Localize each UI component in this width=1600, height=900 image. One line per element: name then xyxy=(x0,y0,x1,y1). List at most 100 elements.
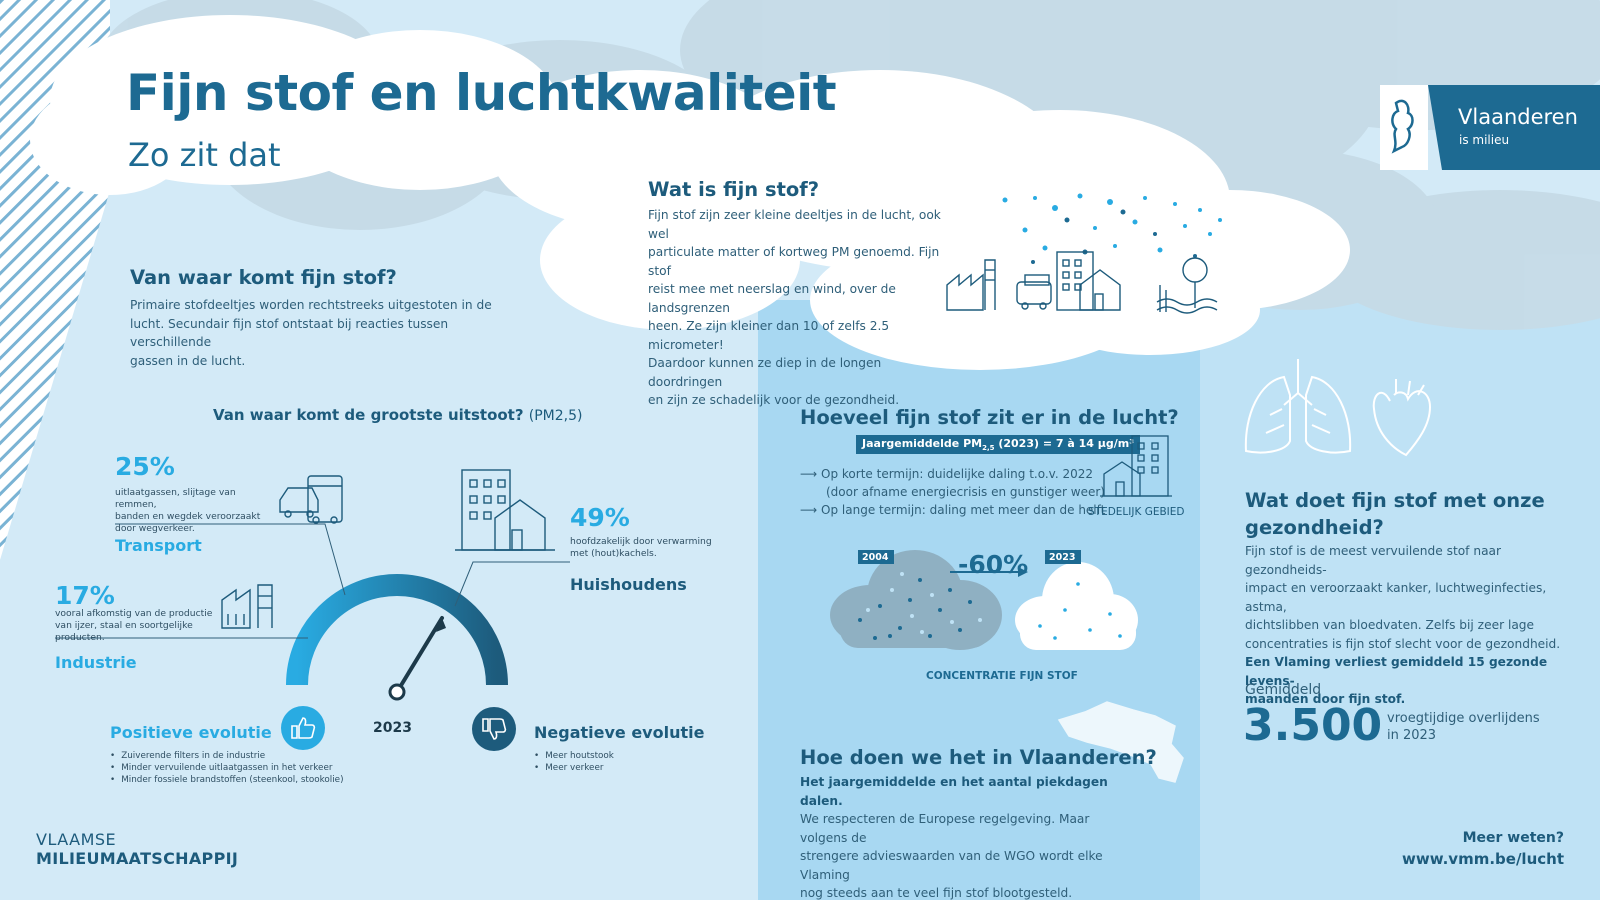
transport-label: Transport xyxy=(115,536,202,555)
badge-sub: 2,5 xyxy=(982,444,995,453)
health-heading: Wat doet fijn stof met onze gezondheid? xyxy=(1245,487,1545,541)
negative-item: Meer verkeer xyxy=(534,762,614,774)
what-is-heading: Wat is fijn stof? xyxy=(648,178,820,201)
positive-item: Minder fossiele brandstoffen (steenkool,… xyxy=(110,774,343,786)
origin-text: Primaire stofdeeltjes worden rechtstreek… xyxy=(130,296,510,370)
factory-icon xyxy=(221,584,273,629)
health-heading-line: Wat doet fijn stof met onze xyxy=(1245,489,1545,512)
org-name-line2: MILIEUMAATSCHAPPIJ xyxy=(36,849,239,868)
badge-post: (2023) = 7 à 14 µg/m³ xyxy=(994,437,1135,450)
average-label: Gemiddeld xyxy=(1245,682,1322,698)
health-line: Fijn stof is de meest vervuilende stof n… xyxy=(1245,544,1502,577)
deaths-line: vroegtijdige overlijdens xyxy=(1387,711,1540,726)
long-term-text: Op lange termijn: daling met meer dan de… xyxy=(821,503,1106,517)
premature-deaths-number: 3.500 xyxy=(1243,700,1383,751)
negative-title: Negatieve evolutie xyxy=(534,723,705,742)
health-bold-line: maanden door fijn stof. xyxy=(1245,692,1406,706)
what-is-text: Fijn stof zijn zeer kleine deeltjes in d… xyxy=(648,206,948,410)
origin-line: gassen in de lucht. xyxy=(130,353,246,368)
reduction-value: -60% xyxy=(958,550,1029,579)
household-label: Huishoudens xyxy=(570,575,687,594)
belgium-map-icon xyxy=(1057,701,1184,783)
positive-item: Minder vervuilende uitlaatgassen in het … xyxy=(110,762,344,774)
lungs-heart-icon xyxy=(1244,359,1432,457)
negative-item: Meer houtstook xyxy=(534,750,614,762)
flanders-heading: Hoe doen we het in Vlaanderen? xyxy=(800,746,1157,769)
short-term-text: Op korte termijn: duidelijke daling t.o.… xyxy=(821,467,1093,481)
industry-label: Industrie xyxy=(55,653,137,672)
what-is-line: Fijn stof zijn zeer kleine deeltjes in d… xyxy=(648,208,941,241)
flanders-text: Het jaargemiddelde en het aantal piekdag… xyxy=(800,773,1140,900)
health-bold-line: Een Vlaming verliest gemiddeld 15 gezond… xyxy=(1245,655,1548,688)
positive-item: Zuiverende filters in de industrie xyxy=(110,750,344,762)
industry-desc-line: vooral afkomstig van de productie xyxy=(55,608,213,619)
long-term-row: ⟶ Op lange termijn: daling met meer dan … xyxy=(800,501,1105,520)
origin-line: lucht. Secundair fijn stof ontstaat bij … xyxy=(130,316,449,350)
concentration-caption: CONCENTRATIE FIJN STOF xyxy=(926,670,1078,682)
flanders-line: strengere advieswaarden van de WGO wordt… xyxy=(800,849,1103,882)
more-info-label: Meer weten? xyxy=(1462,830,1564,846)
origin-line: Primaire stofdeeltjes worden rechtstreek… xyxy=(130,298,492,312)
origin-heading: Van waar komt fijn stof? xyxy=(130,266,397,289)
page-title: Fijn stof en luchtkwaliteit xyxy=(126,64,837,122)
more-info-link[interactable]: www.vmm.be/lucht xyxy=(1402,850,1564,868)
health-line: dichtslibben van bloedvaten. Zelfs bij z… xyxy=(1245,618,1535,632)
page-subtitle: Zo zit dat xyxy=(128,136,281,174)
transport-desc-line: door wegverkeer. xyxy=(115,523,195,534)
flanders-line: We respecteren de Europese regelgeving. … xyxy=(800,812,1090,845)
positive-list: Zuiverende filters in de industrie Minde… xyxy=(110,750,344,786)
thumbs-down-icon xyxy=(472,707,516,751)
badge-pre: Jaargemiddelde PM xyxy=(862,437,983,450)
emissions-heading-suffix: (PM2,5) xyxy=(528,408,583,424)
what-is-line: Daardoor kunnen ze diep in de longen doo… xyxy=(648,356,882,389)
thumbs-up-icon xyxy=(281,706,325,750)
industry-percent: 17% xyxy=(55,581,115,610)
deaths-line: in 2023 xyxy=(1387,728,1437,743)
year-from-label: 2004 xyxy=(862,552,889,563)
what-is-line: particulate matter of kortweg PM genoemd… xyxy=(648,245,940,278)
health-heading-line: gezondheid? xyxy=(1245,516,1384,539)
health-text: Fijn stof is de meest vervuilende stof n… xyxy=(1245,542,1575,709)
negative-list: Meer houtstook Meer verkeer xyxy=(534,750,614,774)
logo-name: Vlaanderen xyxy=(1458,105,1578,129)
arrow-right-icon: ⟶ xyxy=(800,503,818,517)
industry-desc-line: van ijzer, staal en soortgelijke xyxy=(55,620,193,631)
vlaanderen-lion-icon xyxy=(1380,85,1600,170)
gauge-year: 2023 xyxy=(373,720,412,736)
transport-desc-line: uitlaatgassen, slijtage van remmen, xyxy=(115,487,236,510)
transport-desc: uitlaatgassen, slijtage van remmen, band… xyxy=(115,487,275,535)
premature-deaths-text: vroegtijdige overlijdens in 2023 xyxy=(1387,710,1540,744)
emissions-heading-text: Van waar komt de grootste uitstoot? xyxy=(213,406,524,424)
org-name-line1: VLAAMSE xyxy=(36,830,117,849)
annual-average-badge: Jaargemiddelde PM2,5 (2023) = 7 à 14 µg/… xyxy=(856,435,1141,455)
household-desc-line: hoofdzakelijk door verwarming xyxy=(570,536,712,547)
arrow-right-icon: ⟶ xyxy=(800,467,818,481)
flanders-lead: Het jaargemiddelde en het aantal piekdag… xyxy=(800,775,1108,808)
household-icon xyxy=(455,469,555,551)
short-term-row: ⟶ Op korte termijn: duidelijke daling t.… xyxy=(800,465,1093,484)
year-to-label: 2023 xyxy=(1049,552,1076,563)
concentration-clouds xyxy=(830,550,1138,650)
urban-label: STEDELIJK GEBIED xyxy=(1088,506,1185,518)
household-percent: 49% xyxy=(570,503,630,532)
amount-heading: Hoeveel fijn stof zit er in de lucht? xyxy=(800,406,1179,429)
short-term-reason: (door afname energiecrisis en gunstiger … xyxy=(826,485,1105,499)
household-desc-line: met (hout)kachels. xyxy=(570,548,657,559)
transport-icon xyxy=(279,475,343,524)
health-line: impact en veroorzaakt kanker, luchtwegin… xyxy=(1245,581,1547,614)
vlaanderen-logo: Vlaanderen is milieu xyxy=(1380,85,1600,170)
industry-desc: vooral afkomstig van de productie van ij… xyxy=(55,608,215,644)
emissions-heading: Van waar komt de grootste uitstoot? (PM2… xyxy=(213,406,583,424)
emissions-gauge xyxy=(55,469,570,701)
what-is-line: heen. Ze zijn kleiner dan 10 of zelfs 2.… xyxy=(648,319,890,352)
urban-icon xyxy=(1100,435,1172,497)
positive-title: Positieve evolutie xyxy=(110,723,272,742)
what-is-line: reist mee met neerslag en wind, over de … xyxy=(648,282,896,315)
logo-tagline: is milieu xyxy=(1459,133,1510,147)
flanders-line: nog steeds aan te veel fijn stof blootge… xyxy=(800,886,1073,900)
health-line: concentraties is fijn stof slecht voor d… xyxy=(1245,636,1561,651)
household-desc: hoofdzakelijk door verwarming met (hout)… xyxy=(570,536,730,560)
transport-desc-line: banden en wegdek veroorzaakt xyxy=(115,511,261,522)
